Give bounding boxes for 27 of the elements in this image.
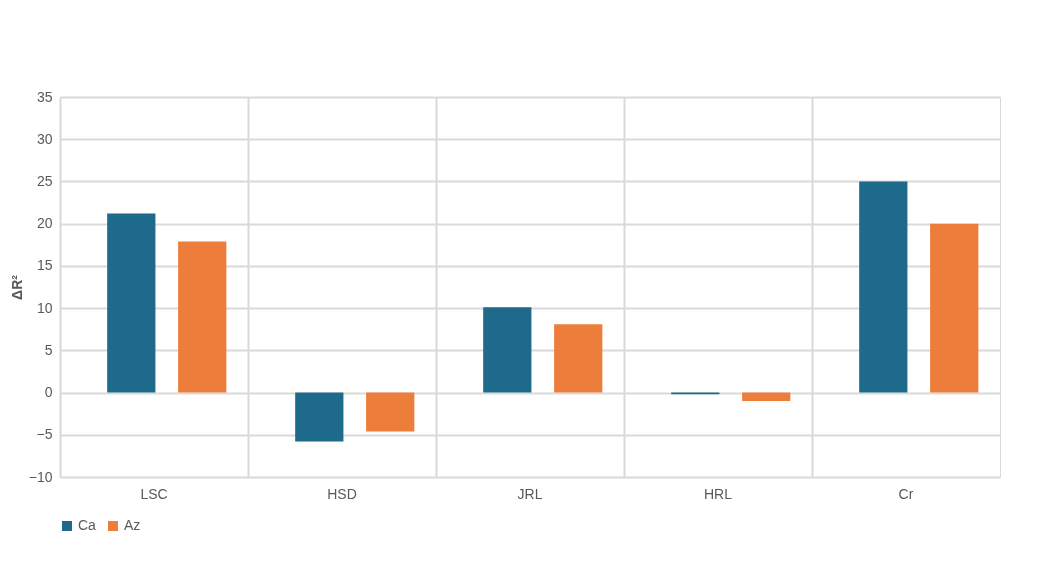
legend-label: Az [124,517,141,533]
bar [483,307,532,393]
y-axis-title: ΔR² [8,274,25,300]
x-tick-label: Cr [898,485,914,502]
y-tick-label: −10 [28,468,53,485]
y-tick-label: 25 [36,172,53,189]
x-tick-label: HRL [703,485,733,502]
legend-label: Ca [78,517,97,533]
bar [554,324,603,393]
bar [742,392,791,401]
y-tick-label: 20 [36,215,53,232]
x-tick-label: JRL [517,485,543,502]
y-tick-label: −5 [36,426,53,443]
x-tick-label: LSC [140,485,168,502]
bar [366,392,415,432]
bar [930,223,979,393]
y-tick-label: 0 [44,384,53,401]
bar [859,181,908,393]
x-tick-label: HSD [327,485,357,502]
bar [178,241,227,393]
y-tick-label: 10 [36,299,53,316]
y-tick-label: 15 [36,257,53,274]
y-tick-label: 5 [44,341,53,358]
y-tick-label: 30 [36,130,53,147]
bar [295,392,344,442]
y-tick-label: 35 [36,88,53,105]
bar [107,213,156,393]
